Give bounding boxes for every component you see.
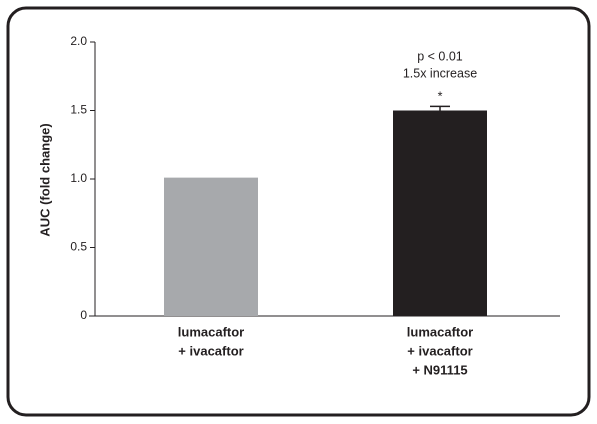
annotation: * <box>438 89 443 103</box>
x-tick-label: + N91115 <box>412 362 467 377</box>
x-tick-label: lumacaftor <box>178 324 244 339</box>
bar <box>393 110 487 316</box>
x-tick-label: + ivacaftor <box>407 343 472 358</box>
y-tick-label: 0.5 <box>70 240 87 254</box>
annotation: p < 0.01 <box>417 49 463 63</box>
x-tick-label: + ivacaftor <box>178 343 243 358</box>
y-tick-label: 2.0 <box>70 34 87 48</box>
y-tick-label: 0 <box>80 308 87 322</box>
y-tick-label: 1.5 <box>70 103 87 117</box>
x-tick-label: lumacaftor <box>407 324 473 339</box>
frame <box>6 6 591 417</box>
y-tick-label: 1.0 <box>70 171 87 185</box>
annotation: 1.5x increase <box>403 66 477 80</box>
bar <box>164 177 258 316</box>
y-axis-label: AUC (fold change) <box>37 123 52 236</box>
